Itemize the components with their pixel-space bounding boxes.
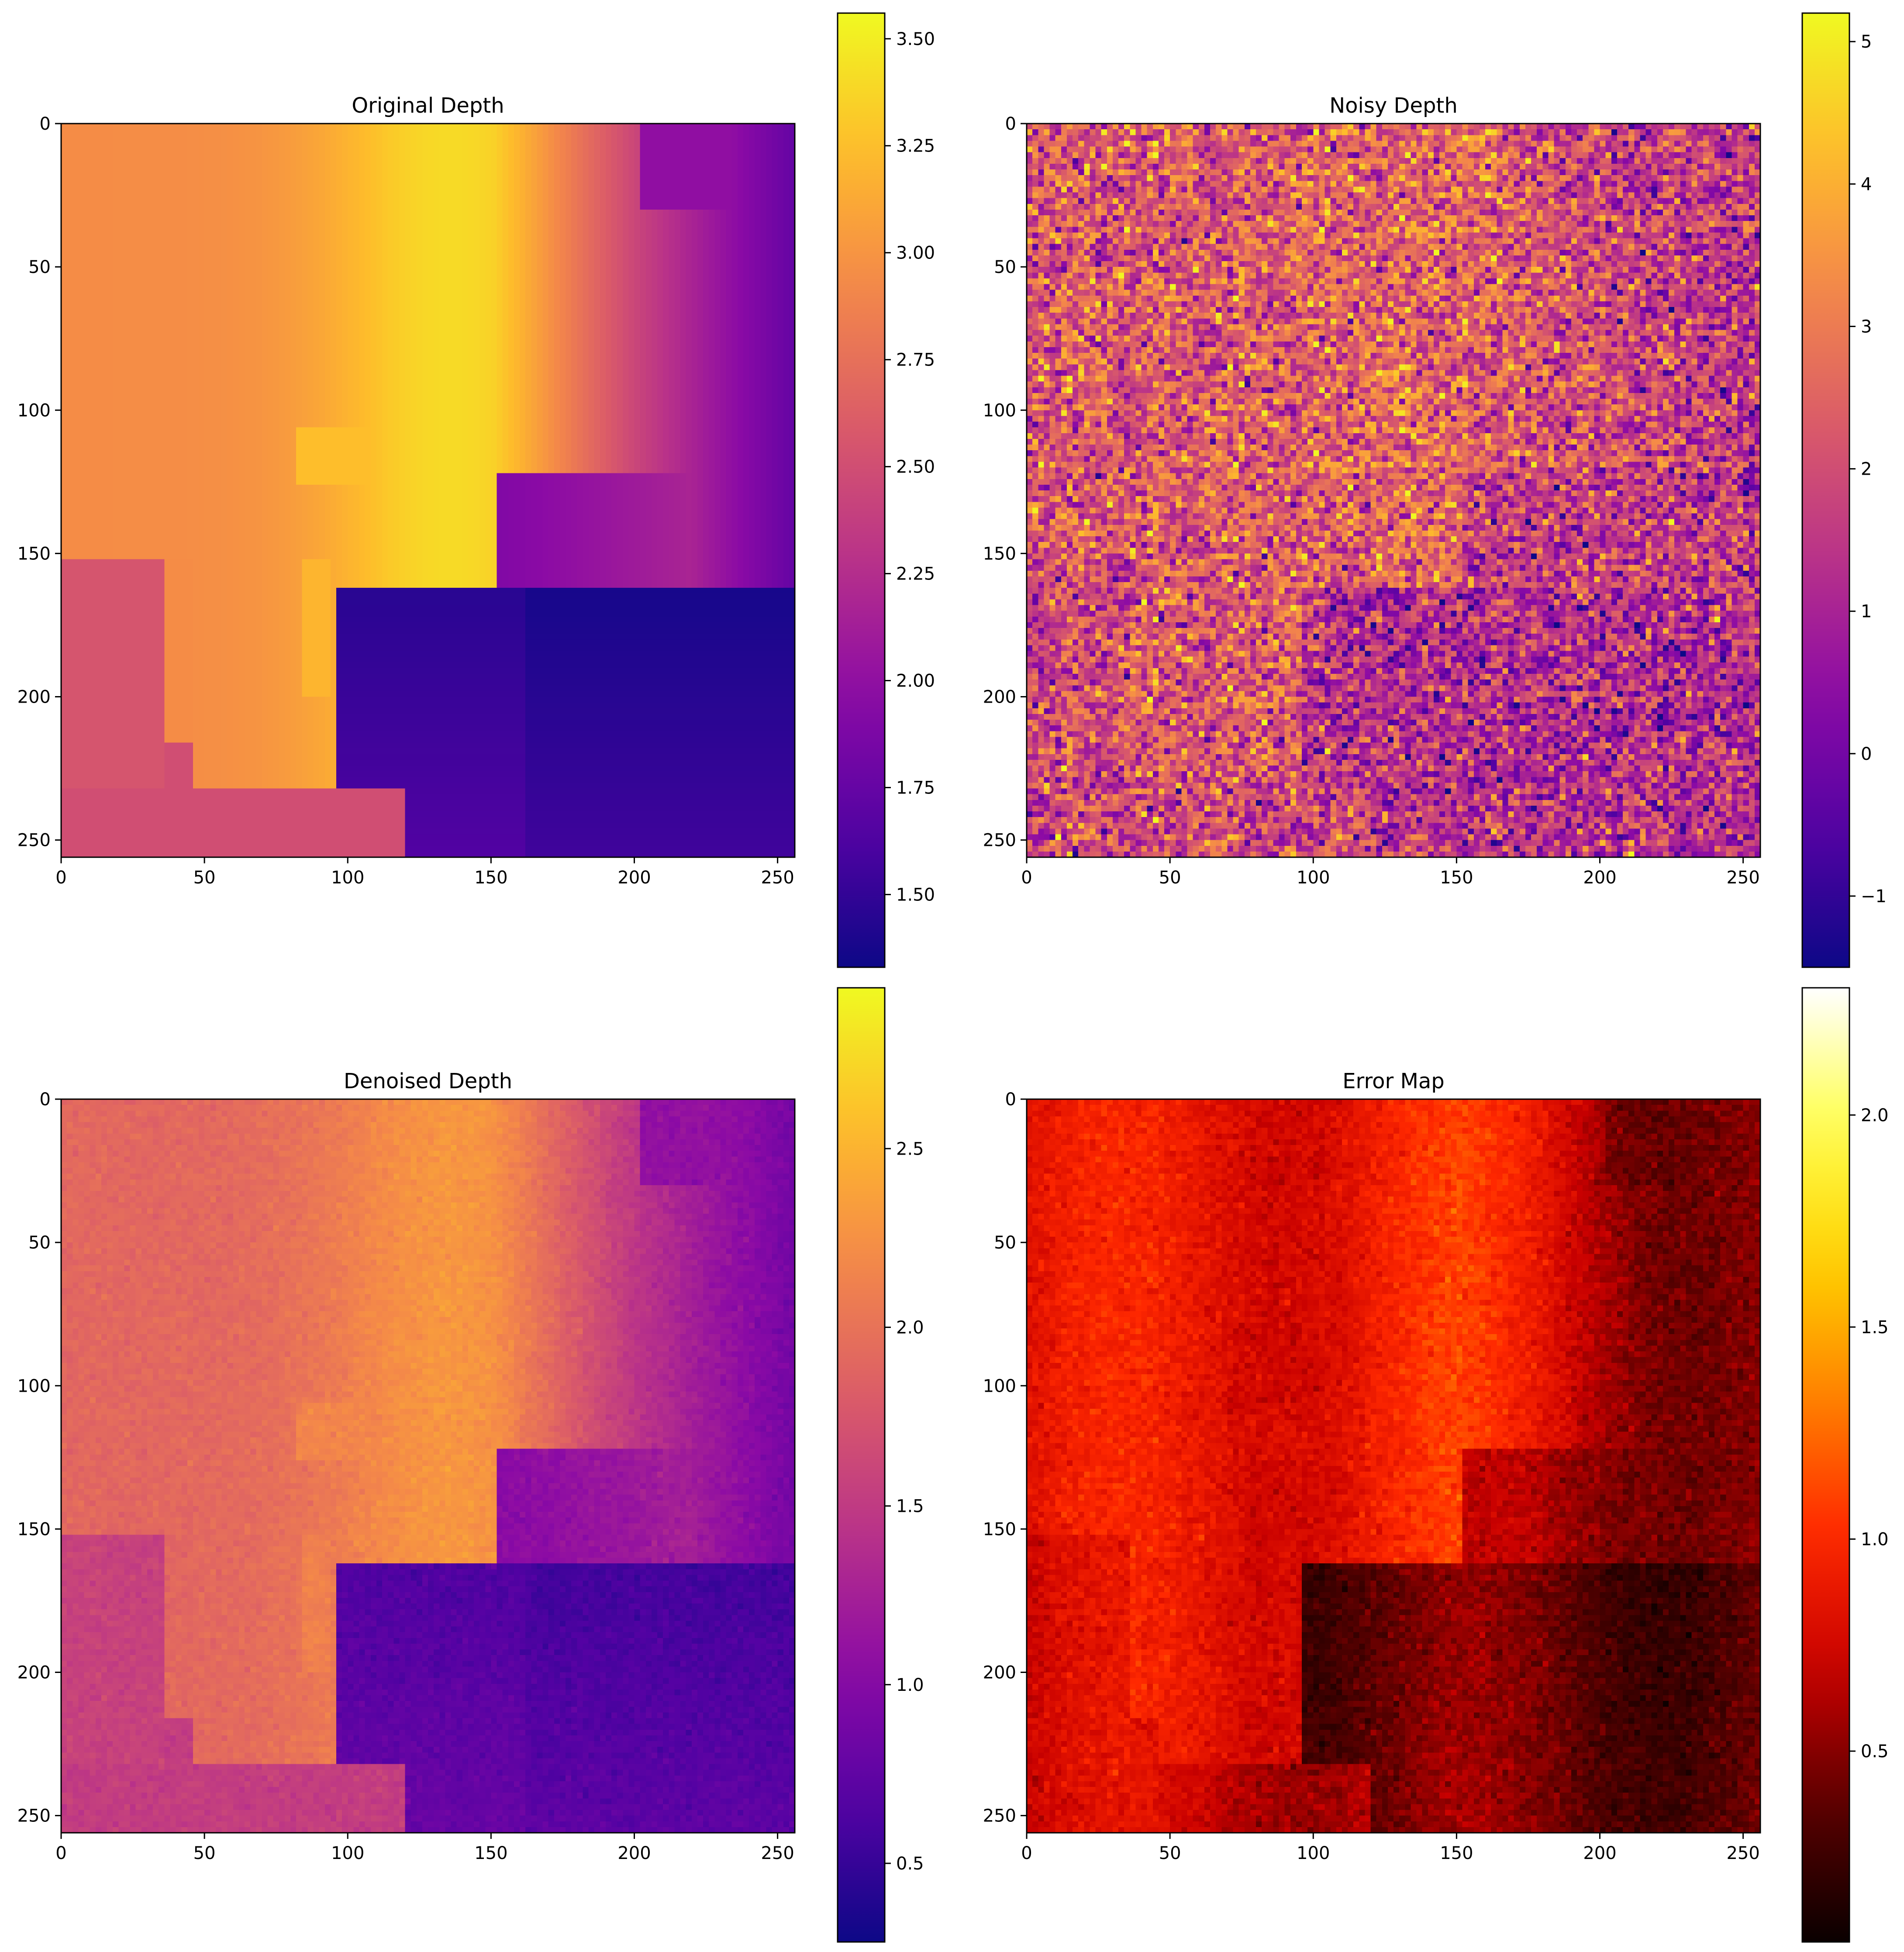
y-tick-label: 50 <box>994 257 1016 277</box>
y-tick-label: 0 <box>1005 1090 1016 1110</box>
panel-title: Error Map <box>1342 1069 1445 1093</box>
x-tick-label: 200 <box>617 868 651 888</box>
x-tick-label: 100 <box>1297 868 1330 888</box>
x-tick-label: 250 <box>1726 1843 1759 1863</box>
x-tick-label: 150 <box>474 868 507 888</box>
colorbar-tick-label: −1 <box>1861 886 1887 907</box>
colorbar-tick-label: 4 <box>1861 174 1872 194</box>
y-tick-label: 0 <box>40 1090 51 1110</box>
colorbar-tick-label: 2.0 <box>1861 1105 1889 1125</box>
colorbar-tick-label: 0.5 <box>896 1854 924 1874</box>
y-tick-label: 150 <box>17 544 51 564</box>
y-tick-label: 150 <box>983 1519 1016 1539</box>
y-tick-label: 0 <box>1005 114 1016 134</box>
y-tick-label: 250 <box>17 831 51 851</box>
x-tick-label: 0 <box>55 868 66 888</box>
axes-frame <box>60 1098 796 1834</box>
colorbar-tick-label: 1.5 <box>1861 1317 1889 1338</box>
y-tick-label: 100 <box>983 400 1016 421</box>
heatmap-image <box>1027 1099 1760 1833</box>
y-tick-label: 150 <box>17 1519 51 1539</box>
x-tick-label: 0 <box>1021 1843 1032 1863</box>
colorbar-tick-label: 1.5 <box>896 1497 924 1517</box>
x-tick-label: 150 <box>474 1843 507 1863</box>
colorbar <box>1801 987 1850 1943</box>
heatmap-image <box>1027 124 1760 857</box>
x-tick-label: 100 <box>1297 1843 1330 1863</box>
y-tick-label: 100 <box>17 1376 51 1396</box>
y-tick-label: 0 <box>40 114 51 134</box>
y-tick-label: 250 <box>983 1806 1016 1826</box>
x-tick-label: 250 <box>761 1843 794 1863</box>
y-tick-label: 100 <box>17 400 51 421</box>
x-tick-label: 150 <box>1440 868 1473 888</box>
y-tick-label: 250 <box>983 831 1016 851</box>
x-tick-label: 50 <box>193 868 216 888</box>
panel-title: Noisy Depth <box>1329 93 1457 118</box>
y-tick-label: 200 <box>983 1663 1016 1683</box>
colorbar-tick-label: 3.50 <box>896 29 935 49</box>
x-tick-label: 50 <box>1159 868 1181 888</box>
axes-frame <box>60 123 796 858</box>
x-tick-label: 200 <box>617 1843 651 1863</box>
y-tick-label: 250 <box>17 1806 51 1826</box>
y-tick-label: 50 <box>994 1233 1016 1253</box>
heatmap-image <box>61 1099 795 1833</box>
x-tick-label: 0 <box>55 1843 66 1863</box>
colorbar-tick-label: 5 <box>1861 32 1872 52</box>
x-tick-label: 200 <box>1583 1843 1616 1863</box>
colorbar-tick-label: 3.25 <box>896 136 935 156</box>
colorbar <box>837 987 886 1943</box>
panel-title: Original Depth <box>352 93 504 118</box>
colorbar-tick-label: 1 <box>1861 602 1872 622</box>
colorbar-tick-label: 1.75 <box>896 778 935 798</box>
panel-title: Denoised Depth <box>344 1069 512 1093</box>
y-tick-label: 50 <box>28 257 51 277</box>
x-tick-label: 50 <box>193 1843 216 1863</box>
x-tick-label: 250 <box>761 868 794 888</box>
x-tick-label: 150 <box>1440 1843 1473 1863</box>
colorbar-tick-label: 1.50 <box>896 885 935 905</box>
colorbar-tick-label: 1.0 <box>896 1675 924 1695</box>
x-tick-label: 50 <box>1159 1843 1181 1863</box>
colorbar-tick-label: 0.5 <box>1861 1742 1889 1762</box>
colorbar-tick-label: 2.5 <box>896 1139 924 1159</box>
x-tick-label: 100 <box>331 868 364 888</box>
x-tick-label: 0 <box>1021 868 1032 888</box>
y-tick-label: 200 <box>17 687 51 707</box>
axes-frame <box>1026 123 1761 858</box>
x-tick-label: 250 <box>1726 868 1759 888</box>
colorbar-tick-label: 1.0 <box>1861 1529 1889 1549</box>
y-tick-label: 200 <box>983 687 1016 707</box>
colorbar-tick-label: 2.25 <box>896 564 935 584</box>
axes-frame <box>1026 1098 1761 1834</box>
colorbar-tick-label: 0 <box>1861 744 1872 764</box>
x-tick-label: 100 <box>331 1843 364 1863</box>
colorbar-tick-label: 2.75 <box>896 350 935 370</box>
colorbar-tick-label: 3.00 <box>896 243 935 263</box>
colorbar <box>837 12 886 968</box>
y-tick-label: 100 <box>983 1376 1016 1396</box>
y-tick-label: 150 <box>983 544 1016 564</box>
colorbar-tick-label: 2 <box>1861 459 1872 479</box>
y-tick-label: 200 <box>17 1663 51 1683</box>
colorbar-tick-label: 2.0 <box>896 1317 924 1338</box>
colorbar <box>1801 12 1850 968</box>
colorbar-tick-label: 2.50 <box>896 457 935 477</box>
y-tick-label: 50 <box>28 1233 51 1253</box>
heatmap-image <box>61 124 795 857</box>
colorbar-tick-label: 3 <box>1861 317 1872 337</box>
colorbar-tick-label: 2.00 <box>896 671 935 691</box>
x-tick-label: 200 <box>1583 868 1616 888</box>
